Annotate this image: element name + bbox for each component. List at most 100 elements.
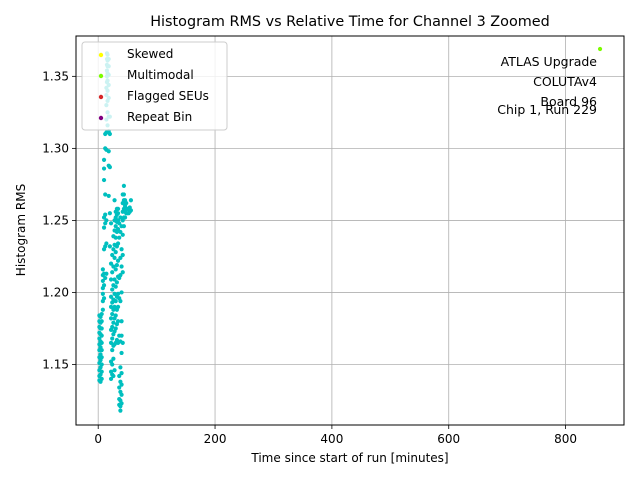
x-axis-label: Time since start of run [minutes] [250, 451, 448, 465]
data-point [108, 294, 114, 299]
data-point [107, 131, 112, 137]
data-point [99, 347, 104, 353]
data-point [128, 198, 134, 203]
data-point [117, 385, 122, 390]
data-point [112, 277, 117, 282]
data-point [112, 368, 117, 373]
data-point [119, 247, 124, 252]
data-point [110, 324, 115, 330]
data-point [106, 149, 111, 154]
data-point [120, 232, 125, 237]
plot-frame [75, 35, 625, 426]
data-point [115, 211, 121, 216]
grid-lines [76, 36, 624, 425]
data-point [118, 299, 123, 304]
data-point [115, 206, 121, 211]
axis-ticks: 0 200 400 600 800 1.15 1.20 1.25 1.30 1.35 [42, 69, 577, 446]
data-point [118, 215, 123, 220]
data-point [110, 362, 115, 367]
data-point [111, 320, 116, 325]
data-point [122, 215, 128, 220]
x-tick-label: 800 [554, 432, 577, 446]
data-point [100, 278, 105, 284]
data-point [119, 382, 124, 387]
data-point [114, 262, 119, 268]
data-point [119, 392, 124, 397]
data-point [99, 355, 104, 360]
data-point [112, 198, 117, 203]
data-point [128, 208, 134, 213]
legend-marker-flagged-seus [98, 94, 104, 100]
annotation-line-2: COLUTAv4 [533, 74, 597, 89]
y-tick-label: 1.20 [42, 285, 69, 299]
data-point [118, 255, 123, 260]
data-point [111, 264, 116, 269]
legend-marker-repeat-bin [98, 115, 104, 121]
data-point [118, 365, 123, 370]
y-tick-label: 1.30 [42, 141, 69, 155]
chart-title: Histogram RMS vs Relative Time for Chann… [150, 14, 550, 30]
legend-label-skewed: Skewed [127, 47, 173, 61]
legend: Skewed Multimodal Flagged SEUs Repeat Bi… [81, 41, 228, 131]
data-point [104, 241, 109, 246]
data-point [115, 319, 121, 324]
data-point [107, 165, 112, 170]
x-tick-label: 200 [204, 432, 227, 446]
legend-label-flagged-seus: Flagged SEUs [127, 89, 209, 103]
annotation-line-1: ATLAS Upgrade [501, 54, 598, 69]
data-point [101, 296, 107, 301]
data-point [115, 226, 121, 232]
data-point [119, 333, 124, 338]
multimodal-point [597, 46, 603, 52]
data-point [119, 264, 124, 269]
data-point [119, 401, 124, 406]
legend-label-repeat-bin: Repeat Bin [127, 110, 192, 124]
data-point [104, 271, 109, 276]
data-point [104, 218, 109, 223]
data-point [99, 326, 104, 331]
data-point [113, 326, 118, 331]
data-point [101, 225, 107, 230]
data-point [100, 267, 105, 272]
data-point [103, 275, 108, 281]
data-point [101, 283, 107, 288]
data-point [100, 291, 105, 296]
data-point [124, 201, 129, 206]
data-point [110, 252, 115, 258]
data-point [99, 369, 104, 374]
data-point [113, 267, 118, 272]
legend-box [81, 41, 228, 131]
data-point [110, 287, 115, 292]
data-point [121, 183, 127, 188]
data-point [113, 250, 118, 255]
legend-marker-multimodal [98, 73, 104, 79]
data-point [119, 290, 124, 295]
data-point [99, 311, 104, 317]
data-point [106, 193, 111, 199]
data-point [115, 291, 121, 296]
data-point [113, 224, 118, 229]
data-point [111, 373, 116, 379]
data-point [112, 304, 117, 309]
data-point [112, 291, 117, 296]
data-point [112, 255, 117, 260]
data-point [110, 336, 115, 341]
data-point [120, 270, 125, 275]
data-point [115, 258, 121, 263]
data-point [118, 229, 123, 235]
data-point [101, 177, 107, 183]
data-point [111, 247, 116, 252]
annotation-line-4: Chip 1, Run 229 [497, 102, 597, 117]
data-point [120, 340, 125, 345]
data-point [118, 273, 123, 278]
data-point [119, 371, 124, 376]
y-tick-label: 1.35 [42, 69, 69, 83]
data-point [103, 212, 108, 217]
data-point [107, 211, 112, 216]
y-axis-label: Histogram RMS [14, 184, 28, 276]
x-tick-label: 0 [94, 432, 102, 446]
data-point [108, 304, 114, 309]
data-point [117, 373, 122, 379]
data-point [118, 408, 123, 413]
y-tick-label: 1.15 [42, 357, 69, 371]
